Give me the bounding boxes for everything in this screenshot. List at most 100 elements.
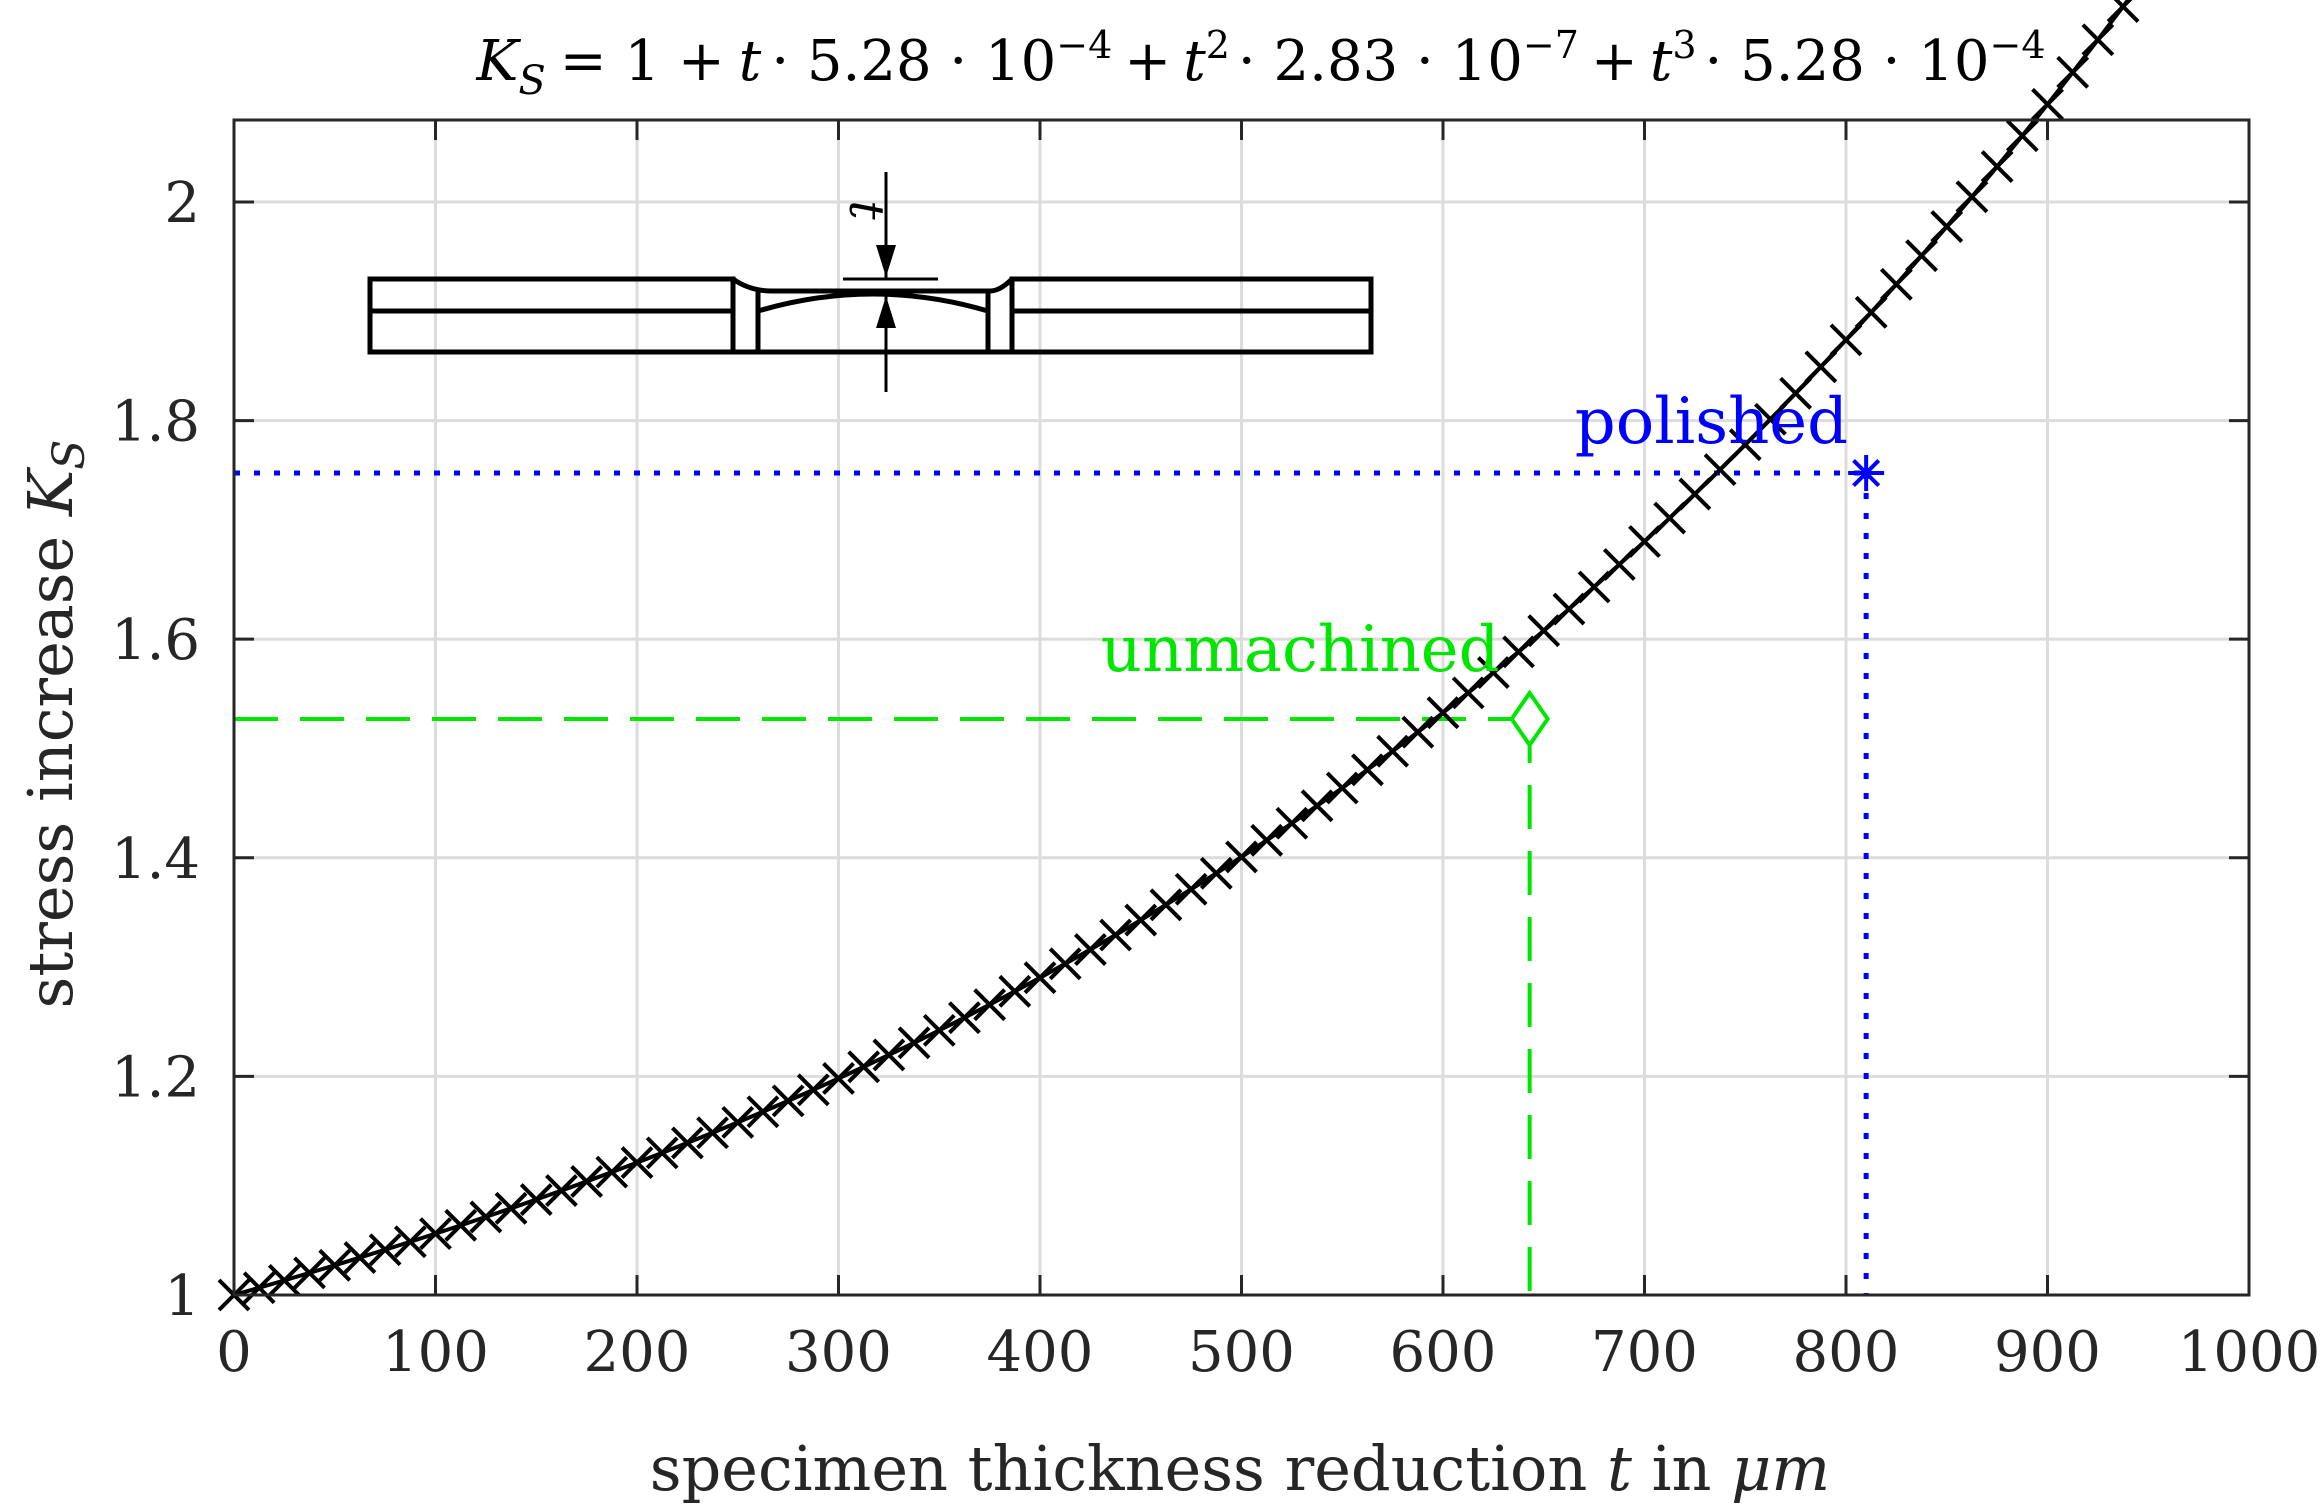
data-point-marker <box>746 1095 780 1129</box>
data-point-marker <box>1325 771 1359 805</box>
annotation-label-unmachined: unmachined <box>1101 613 1500 687</box>
star-marker <box>1848 455 1885 492</box>
tick-labels: 0 100 200 300 400 500 600 700 800 900 1000 1 1.2 1.4 1… <box>111 171 2320 1385</box>
data-point-marker <box>393 1225 427 1259</box>
data-point-marker <box>1048 947 1082 981</box>
data-point-marker <box>721 1105 755 1139</box>
data-point-marker <box>444 1208 478 1242</box>
data-point-marker <box>1426 696 1460 730</box>
data-point-marker <box>343 1241 377 1274</box>
data-point-marker <box>419 1217 452 1251</box>
data-point-marker <box>1930 210 1964 243</box>
data-point-marker <box>1552 592 1586 626</box>
data-point-marker <box>2081 23 2115 57</box>
data-point-marker <box>519 1183 553 1216</box>
data-point-marker <box>1225 840 1258 874</box>
specimen-reduced-section <box>731 276 1014 355</box>
data-point-marker <box>1955 180 1989 214</box>
data-point-marker <box>1174 872 1208 906</box>
specimen-right-grip <box>1009 276 1374 355</box>
data-point-marker <box>1829 323 1863 357</box>
data-point-marker <box>998 974 1032 1008</box>
data-point-marker <box>1149 888 1183 922</box>
data-point-marker <box>796 1073 830 1107</box>
data-point-marker <box>1099 918 1132 952</box>
series-markers <box>217 0 2140 1312</box>
x-tick-label: 1000 <box>2178 1320 2321 1385</box>
x-tick-label: 800 <box>1793 1320 1900 1385</box>
data-point-marker <box>1527 614 1561 648</box>
inset-dimension-label: t <box>838 200 894 220</box>
dimension-arrow-up-icon <box>876 296 896 328</box>
data-point-marker <box>973 988 1007 1022</box>
data-point-marker <box>545 1174 578 1207</box>
data-point-marker <box>620 1146 654 1180</box>
data-point-marker <box>1754 402 1787 436</box>
y-tick-label: 1.2 <box>111 1045 200 1110</box>
data-point-marker <box>2031 87 2064 121</box>
data-point-marker <box>696 1116 729 1150</box>
data-point-marker <box>1376 734 1410 768</box>
data-point-marker <box>570 1165 604 1198</box>
x-tick-label: 200 <box>584 1320 691 1385</box>
data-point-marker <box>1124 903 1158 937</box>
data-point-marker <box>1401 715 1435 749</box>
data-point-marker <box>1879 267 1913 301</box>
y-tick-label: 1.8 <box>111 390 200 455</box>
diamond-marker <box>1509 689 1551 749</box>
data-point-marker <box>847 1050 881 1084</box>
data-point-marker <box>293 1256 326 1290</box>
data-point-marker <box>1502 635 1535 669</box>
x-tick-label: 700 <box>1591 1320 1698 1385</box>
data-point-marker <box>1779 376 1813 410</box>
data-point-marker <box>922 1013 956 1047</box>
specimen-inset-diagram <box>367 172 1374 392</box>
data-point-marker <box>494 1191 528 1225</box>
data-point-marker <box>771 1084 805 1118</box>
x-tick-label: 400 <box>987 1320 1094 1385</box>
data-point-marker <box>897 1026 931 1060</box>
grid <box>232 120 2251 1297</box>
x-tick-label: 500 <box>1188 1320 1295 1385</box>
data-point-marker <box>1476 656 1510 689</box>
y-tick-label: 2 <box>164 171 200 236</box>
annotation-points <box>1509 455 1885 749</box>
data-point-marker <box>1073 933 1107 966</box>
plot-area-frame <box>232 118 2251 1297</box>
data-point-marker <box>2005 119 2039 153</box>
data-point-marker <box>872 1038 906 1072</box>
data-point-marker <box>822 1062 855 1095</box>
data-point-marker <box>1451 676 1485 710</box>
x-tick-label: 0 <box>216 1320 252 1385</box>
data-point-marker <box>1275 806 1309 840</box>
data-point-marker <box>1250 823 1284 857</box>
data-point-marker <box>1728 428 1762 462</box>
data-point-marker <box>469 1200 503 1234</box>
y-tick-label: 1.4 <box>111 827 200 892</box>
annotation-label-polished: polished <box>1575 385 1848 459</box>
y-axis-label: stress increase KS <box>14 440 95 1009</box>
x-tick-label: 100 <box>382 1320 489 1385</box>
data-point-marker <box>1980 150 2014 183</box>
y-tick-label: 1.6 <box>111 608 200 673</box>
data-point-marker <box>1300 789 1334 823</box>
data-point-marker <box>948 1001 981 1035</box>
data-point-marker <box>318 1248 352 1282</box>
dimension-arrow-down-icon <box>876 245 896 277</box>
data-point-marker <box>242 1271 276 1305</box>
data-point-marker <box>1854 295 1888 329</box>
specimen-notch-curve <box>757 291 989 314</box>
data-point-marker <box>670 1126 704 1160</box>
data-point-marker <box>1351 753 1384 787</box>
data-point-marker <box>645 1136 679 1170</box>
data-point-marker <box>368 1233 402 1267</box>
data-point-marker <box>2056 55 2090 89</box>
x-tick-label: 900 <box>1994 1320 2101 1385</box>
specimen-left-grip <box>367 276 736 355</box>
data-point-marker <box>1199 856 1233 890</box>
data-point-marker <box>2106 0 2140 23</box>
chart-title: KS = 1 + t · 5.28 · 10−4 + t2 · 2.83 · 10−7 + t3… <box>475 23 2045 104</box>
x-axis-label: specimen thickness reduction t in μm <box>650 1432 1830 1505</box>
data-point-marker <box>1905 239 1938 273</box>
reference-lines <box>234 470 1869 1295</box>
